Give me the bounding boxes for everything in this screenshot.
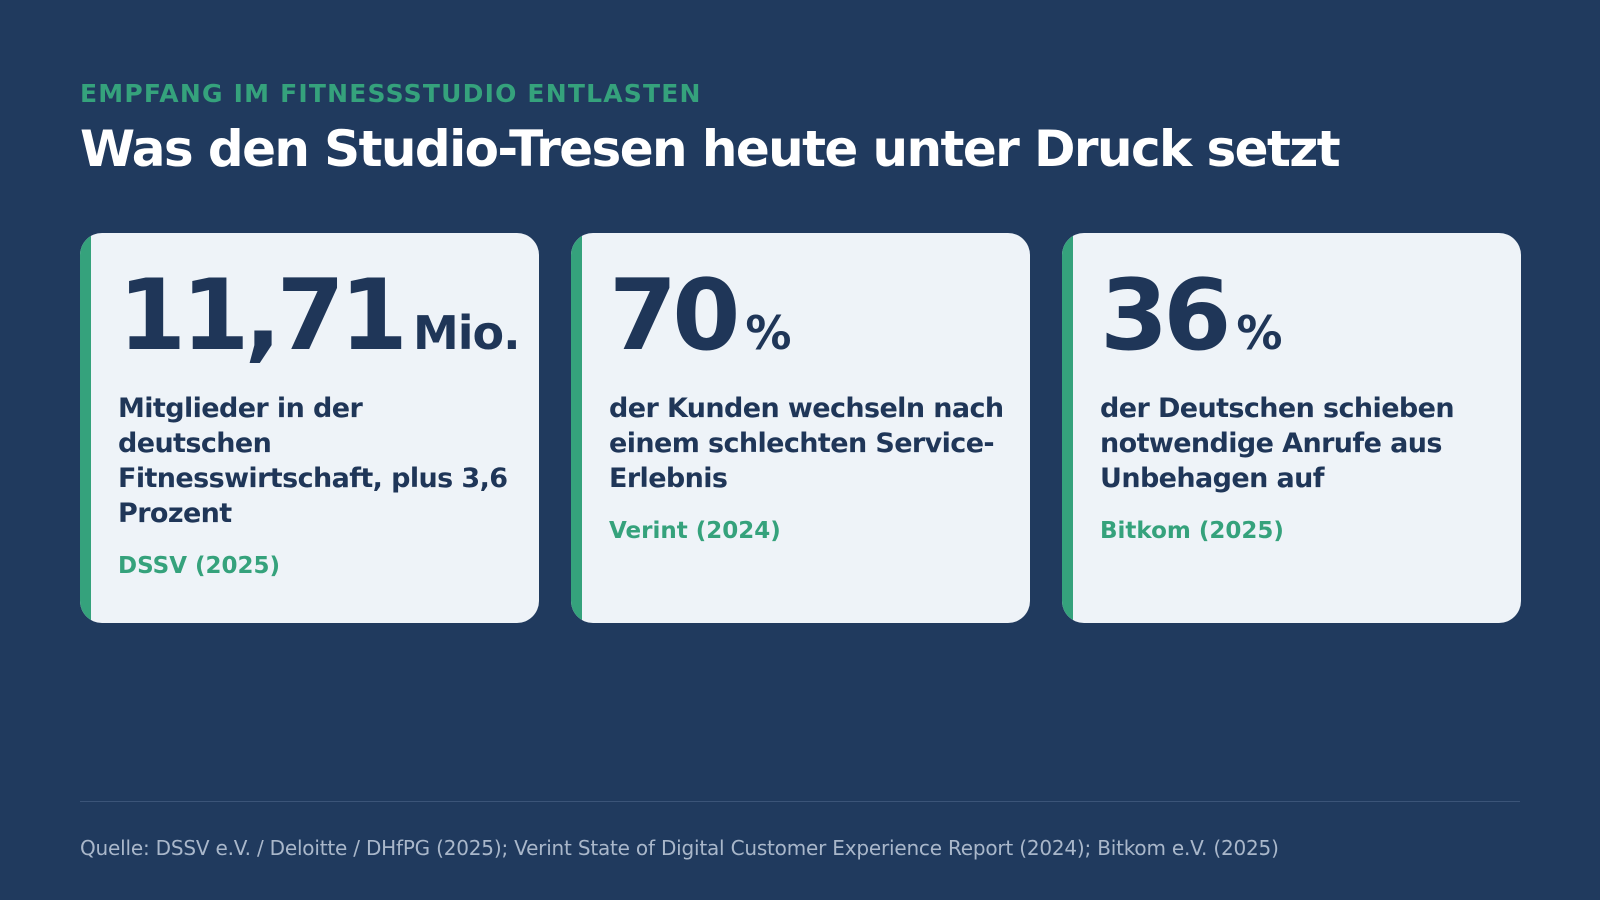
stat-card-customer-churn: 70% der Kunden wechseln nach einem schle…: [571, 233, 1030, 623]
stat-source: Verint (2024): [609, 518, 781, 544]
stat-source: DSSV (2025): [118, 553, 281, 579]
card-accent-bar: [571, 233, 582, 623]
page-title: Was den Studio-Tresen heute unter Druck …: [80, 120, 1341, 178]
stat-description: der Deutschen schieben notwendige Anrufe…: [1100, 393, 1455, 494]
source-footnote: Quelle: DSSV e.V. / Deloitte / DHfPG (20…: [80, 836, 1279, 860]
stat-cards: 11,71 Mio. Mitglieder in der deutschen Fi…: [80, 233, 1521, 623]
stat-unit: Mio.: [412, 306, 521, 360]
slide: EMPFANG IM FITNESSSTUDIO ENTLASTEN Was d…: [80, 0, 1521, 900]
stat-number: 70: [609, 259, 740, 373]
stat-card-call-avoidance: 36% der Deutschen schieben notwendige An…: [1062, 233, 1521, 623]
card-accent-bar: [1062, 233, 1073, 623]
stat-card-members: 11,71 Mio. Mitglieder in der deutschen Fi…: [80, 233, 539, 623]
stat-source: Bitkom (2025): [1100, 518, 1284, 544]
card-accent-bar: [80, 233, 91, 623]
stat-unit: %: [745, 306, 791, 360]
footer-divider: [80, 801, 1520, 802]
stat-description: der Kunden wechseln nach einem schlechte…: [609, 393, 1004, 494]
stat-value: 70%: [609, 267, 791, 365]
stat-number: 11,71: [118, 259, 408, 373]
stat-description: Mitglieder in der deutschen Fitnesswirts…: [118, 393, 508, 529]
stat-value: 36%: [1100, 267, 1282, 365]
stat-value: 11,71 Mio.: [118, 267, 521, 365]
stat-unit: %: [1236, 306, 1282, 360]
eyebrow-label: EMPFANG IM FITNESSSTUDIO ENTLASTEN: [80, 79, 702, 108]
stat-number: 36: [1100, 259, 1231, 373]
